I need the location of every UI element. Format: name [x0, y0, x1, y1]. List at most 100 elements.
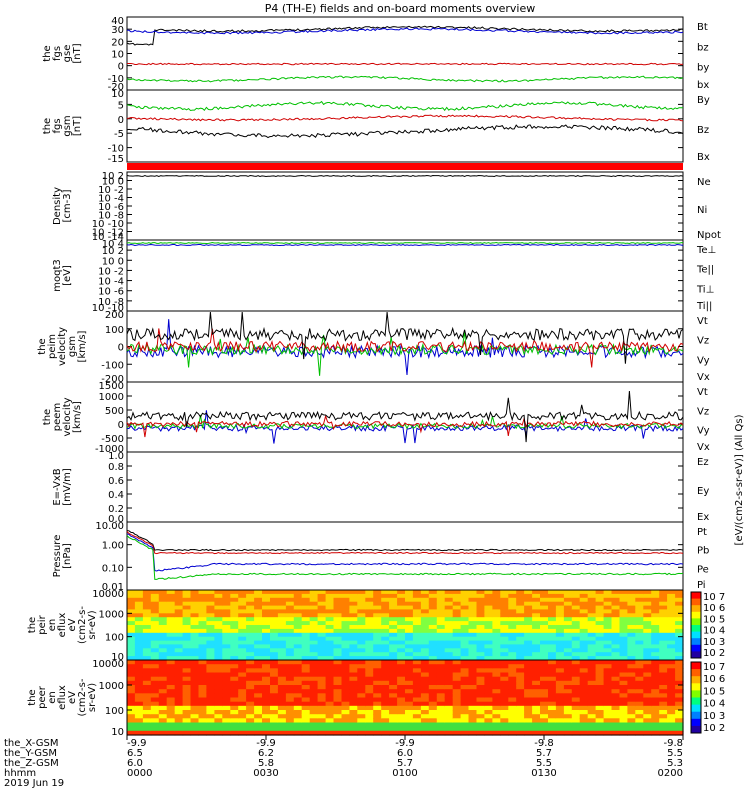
spectrogram-cell — [182, 632, 192, 638]
spectrogram-cell — [293, 710, 303, 715]
spectrogram-cell — [405, 697, 414, 703]
spectrogram-cell — [460, 714, 470, 719]
spectrogram-cell — [365, 644, 374, 649]
y-tick-label: 10 -10 — [92, 219, 124, 230]
spectrogram-cell — [555, 685, 565, 690]
spectrogram-cell — [468, 640, 477, 646]
spectrogram-cell — [238, 705, 247, 711]
spectrogram-cell — [603, 714, 613, 719]
spectrogram-cell — [270, 597, 279, 603]
spectrogram-cell — [651, 726, 660, 732]
spectrogram-cell — [675, 593, 684, 599]
spectrogram-cell — [230, 672, 239, 678]
spectrogram-cell — [500, 628, 509, 634]
spectrogram-cell — [587, 714, 597, 719]
spectrogram-cell — [532, 680, 541, 686]
spectrogram-cell — [476, 652, 485, 657]
spectrogram-cell — [500, 685, 509, 690]
spectrogram-cell — [444, 710, 454, 715]
spectrogram-cell — [357, 613, 366, 618]
spectrogram-cell — [428, 680, 438, 686]
spectrogram-cell — [198, 617, 207, 622]
spectrogram-cell — [659, 672, 668, 678]
spectrogram-cell — [238, 632, 247, 638]
spectrogram-cell — [555, 701, 565, 707]
spectrogram-cell — [643, 660, 652, 665]
spectrogram-cell — [341, 726, 350, 732]
spectrogram-cell — [405, 705, 414, 711]
spectrogram-cell — [158, 601, 168, 607]
spectrogram-cell — [524, 652, 533, 657]
spectrogram-cell — [198, 668, 207, 674]
spectrogram-cell — [555, 726, 565, 732]
spectrogram-cell — [508, 617, 517, 622]
spectrogram-cell — [643, 680, 652, 686]
spectrogram-cell — [603, 617, 613, 622]
spectrogram-cell — [285, 628, 295, 634]
spectrogram-cell — [238, 609, 247, 614]
spectrogram-cell — [627, 710, 636, 715]
spectrogram-cell — [357, 718, 366, 724]
spectrogram-cell — [190, 617, 199, 622]
spectrogram-cell — [532, 676, 541, 682]
y-tick-label: 10 — [111, 89, 124, 100]
spectrogram-cell — [548, 621, 557, 626]
spectrogram-cell — [270, 730, 279, 736]
spectrogram-cell — [333, 597, 342, 603]
spectrogram-cell — [611, 605, 620, 611]
spectrogram-cell — [301, 710, 311, 715]
spectrogram-cell — [444, 701, 454, 707]
spectrogram-cell — [381, 597, 390, 603]
spectrogram-cell — [405, 644, 414, 649]
spectrogram-cell — [190, 656, 199, 661]
spectrogram-cell — [206, 668, 215, 674]
spectrogram-cell — [222, 628, 231, 634]
spectrogram-cell — [516, 714, 525, 719]
spectrogram-cell — [150, 710, 160, 715]
spectrogram-cell — [341, 636, 350, 642]
spectrogram-cell — [238, 730, 247, 736]
spectrogram-cell — [134, 601, 144, 607]
spectrogram-cell — [436, 632, 446, 638]
spectrogram-cell — [254, 701, 263, 707]
spectrogram-cell — [635, 685, 644, 690]
y-axis-label-line: moqt3 — [52, 259, 63, 292]
spectrogram-cell — [222, 644, 231, 649]
spectrogram-cell — [675, 664, 684, 669]
spectrogram-cell — [460, 718, 470, 724]
spectrogram-cell — [373, 697, 382, 703]
spectrogram-cell — [134, 726, 144, 732]
spectrogram-cell — [548, 601, 557, 607]
spectrogram-cell — [579, 701, 589, 707]
spectrogram-cell — [142, 605, 152, 611]
spectrogram-cell — [532, 672, 541, 678]
spectrogram-cell — [667, 617, 676, 622]
spectrogram-cell — [667, 656, 676, 661]
spectrogram-cell — [627, 689, 636, 694]
ephemeris-value: -9.8 — [663, 738, 683, 749]
spectrogram-cell — [412, 701, 422, 707]
spectrogram-cell — [373, 685, 382, 690]
spectrogram-cell — [325, 664, 335, 669]
spectrogram-cell — [508, 652, 517, 657]
spectrogram-cell — [563, 609, 573, 614]
spectrogram-cell — [492, 621, 501, 626]
spectrogram-cell — [277, 636, 287, 642]
spectrogram-cell — [412, 685, 422, 690]
spectrogram-cell — [667, 652, 676, 657]
spectrogram-cell — [246, 660, 255, 665]
spectrogram-cell — [158, 705, 168, 711]
spectrogram-cell — [293, 676, 303, 682]
spectrogram-cell — [309, 672, 319, 678]
spectrogram-cell — [222, 613, 231, 618]
y-tick-label: 0.0 — [108, 514, 124, 525]
spectrogram-cell — [587, 632, 597, 638]
spectrogram-cell — [349, 701, 358, 707]
spectrogram-cell — [309, 621, 319, 626]
spectrogram-cell — [436, 726, 446, 732]
spectrogram-cell — [357, 590, 366, 595]
spectrogram-cell — [516, 593, 525, 599]
spectrogram-cell — [142, 689, 152, 694]
y-tick-label: 10 -8 — [98, 211, 124, 222]
spectrogram-cell — [428, 625, 438, 630]
